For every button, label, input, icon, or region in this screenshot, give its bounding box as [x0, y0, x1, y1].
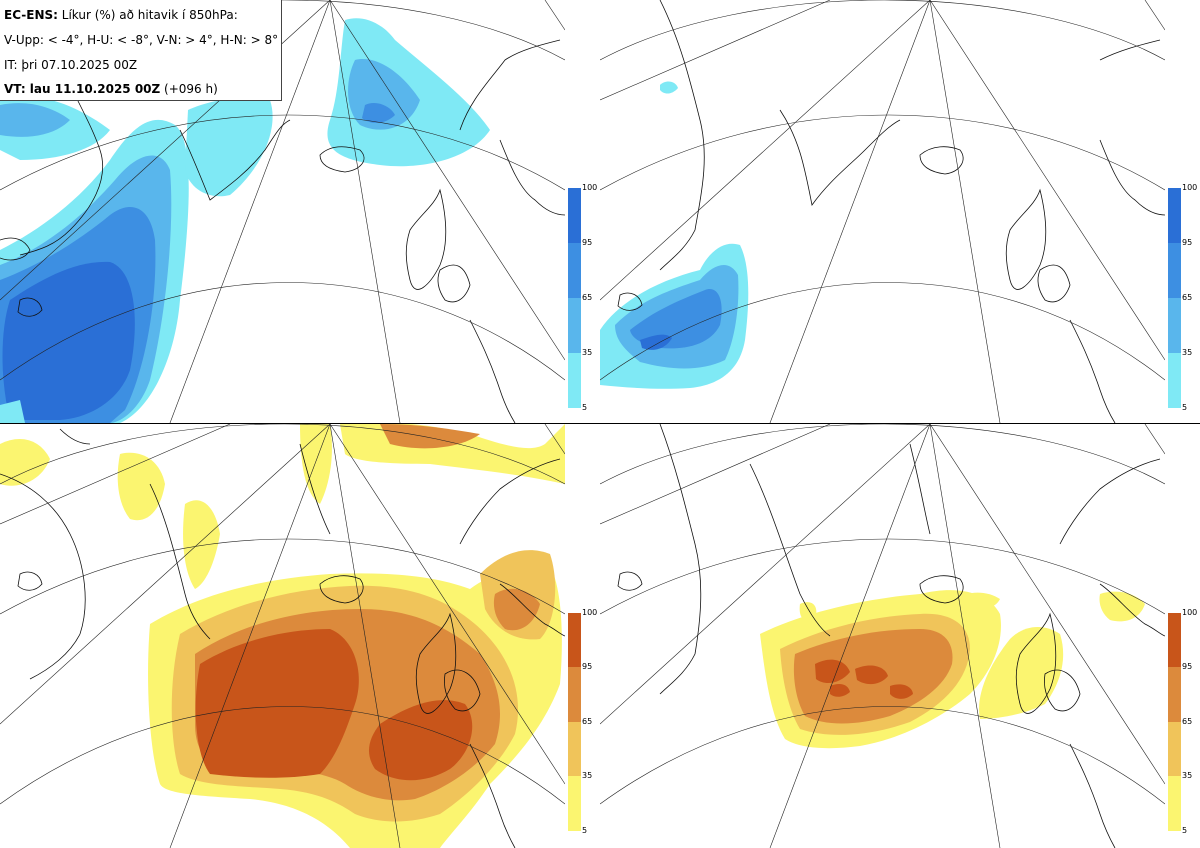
- tick-95: 95: [1182, 662, 1193, 671]
- probability-shading: [0, 424, 565, 848]
- tick-35: 35: [1182, 348, 1193, 357]
- tick-35: 35: [582, 771, 593, 780]
- coastlines: [617, 424, 1165, 848]
- tick-65: 65: [582, 293, 593, 302]
- legend-info-box: EC-ENS: Líkur (%) að hitavik í 850hPa: V…: [0, 0, 282, 101]
- map-panel-cold-8: [600, 0, 1165, 423]
- map-panel-warm-8: [600, 424, 1165, 848]
- info-thresholds: V-Upp: < -4°, H-U: < -8°, V-N: > 4°, H-N…: [4, 33, 279, 47]
- tick-65: 65: [1182, 717, 1193, 726]
- tick-100: 100: [582, 183, 598, 192]
- probability-shading: [760, 590, 1145, 749]
- tick-35: 35: [1182, 771, 1193, 780]
- panel-divider: [0, 423, 1200, 424]
- colorbar-warm-bl: 100 95 65 35 5: [568, 609, 602, 835]
- cold-anomaly-map: [0, 0, 565, 423]
- colorbar-cold-tr: 100 95 65 35 5: [1168, 184, 1200, 412]
- tick-65: 65: [582, 717, 593, 726]
- warm-anomaly-map: [0, 424, 565, 848]
- map-panel-warm-4: [0, 424, 565, 848]
- tick-5: 5: [582, 403, 588, 412]
- tick-100: 100: [1182, 608, 1198, 617]
- tick-100: 100: [582, 608, 598, 617]
- map-panel-cold-4: EC-ENS: Líkur (%) að hitavik í 850hPa: V…: [0, 0, 565, 423]
- probability-shading: [0, 18, 490, 423]
- info-init-time: IT: þri 07.10.2025 00Z: [4, 58, 138, 72]
- info-title: EC-ENS: Líkur (%) að hitavik í 850hPa:: [4, 8, 238, 22]
- warm-anomaly-map-strong: [600, 424, 1165, 848]
- tick-5: 5: [1182, 826, 1188, 835]
- tick-95: 95: [1182, 238, 1193, 247]
- tick-100: 100: [1182, 183, 1198, 192]
- info-valid-time: VT: lau 11.10.2025 00Z (+096 h): [4, 82, 218, 96]
- tick-95: 95: [582, 662, 593, 671]
- probability-shading: [600, 81, 749, 389]
- coastlines: [0, 428, 565, 848]
- tick-35: 35: [582, 348, 593, 357]
- colorbar-warm-br: 100 95 65 35 5: [1168, 609, 1200, 835]
- tick-95: 95: [582, 238, 593, 247]
- cold-anomaly-map-strong: [600, 0, 1165, 423]
- graticule: [600, 424, 1165, 848]
- tick-65: 65: [1182, 293, 1193, 302]
- tick-5: 5: [582, 826, 588, 835]
- colorbar-cold-tl: 100 95 65 35 5: [568, 184, 602, 412]
- tick-5: 5: [1182, 403, 1188, 412]
- graticule: [600, 0, 1165, 423]
- coastlines: [617, 0, 1165, 423]
- graticule: [0, 424, 565, 848]
